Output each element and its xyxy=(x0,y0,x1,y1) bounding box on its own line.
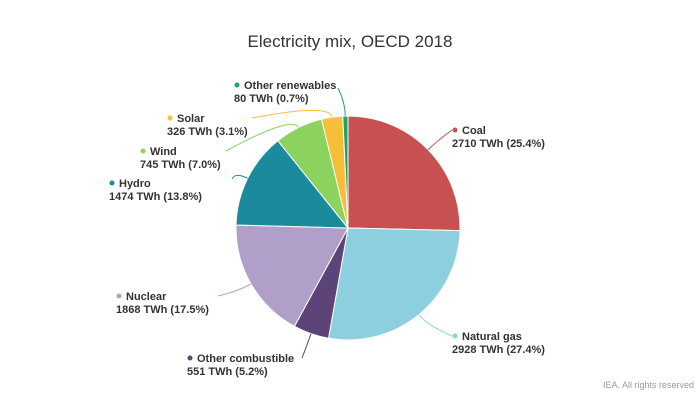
slice-label-value: 1474 TWh (13.8%) xyxy=(109,191,202,203)
slice-label-name: Other renewables xyxy=(244,80,336,92)
leader-line xyxy=(225,123,299,152)
leader-line xyxy=(427,129,453,151)
leader-line xyxy=(217,283,252,297)
legend-dot xyxy=(109,180,115,186)
legend-dot xyxy=(187,355,193,361)
legend-dot xyxy=(140,148,146,154)
leader-line xyxy=(251,109,333,119)
slice-label-value: 2928 TWh (27.4%) xyxy=(452,344,545,356)
slice-label-value: 80 TWh (0.7%) xyxy=(234,93,309,105)
chart-title: Electricity mix, OECD 2018 xyxy=(247,32,453,51)
leader-line xyxy=(337,87,346,117)
slice-label-value: 1868 TWh (17.5%) xyxy=(116,304,209,316)
pie-slice-natural-gas[interactable] xyxy=(327,227,461,341)
slice-label-name: Coal xyxy=(462,125,486,137)
slice-label-name: Natural gas xyxy=(462,331,522,343)
slice-label-name: Other combustible xyxy=(197,353,294,365)
legend-dot xyxy=(167,115,173,121)
leader-line xyxy=(231,174,248,180)
slice-label-name: Nuclear xyxy=(126,291,167,303)
slice-label-value: 2710 TWh (25.4%) xyxy=(452,138,545,150)
slice-label-name: Wind xyxy=(150,146,177,158)
legend-dot xyxy=(234,82,240,88)
leader-line xyxy=(418,314,453,337)
legend-dot xyxy=(452,333,458,339)
credits-text: IEA. All rights reserved xyxy=(602,380,694,390)
slice-label-value: 745 TWh (7.0%) xyxy=(140,159,221,171)
leader-line xyxy=(301,333,312,359)
pie-slice-coal[interactable] xyxy=(347,115,461,232)
slice-label-value: 551 TWh (5.2%) xyxy=(187,366,268,378)
legend-dot xyxy=(116,293,122,299)
legend-dot xyxy=(452,127,458,133)
pie-slice-other-renewables[interactable] xyxy=(342,115,349,229)
slice-label-name: Hydro xyxy=(119,178,151,190)
slice-label-value: 326 TWh (3.1%) xyxy=(167,126,248,138)
slice-label-name: Solar xyxy=(177,113,205,125)
